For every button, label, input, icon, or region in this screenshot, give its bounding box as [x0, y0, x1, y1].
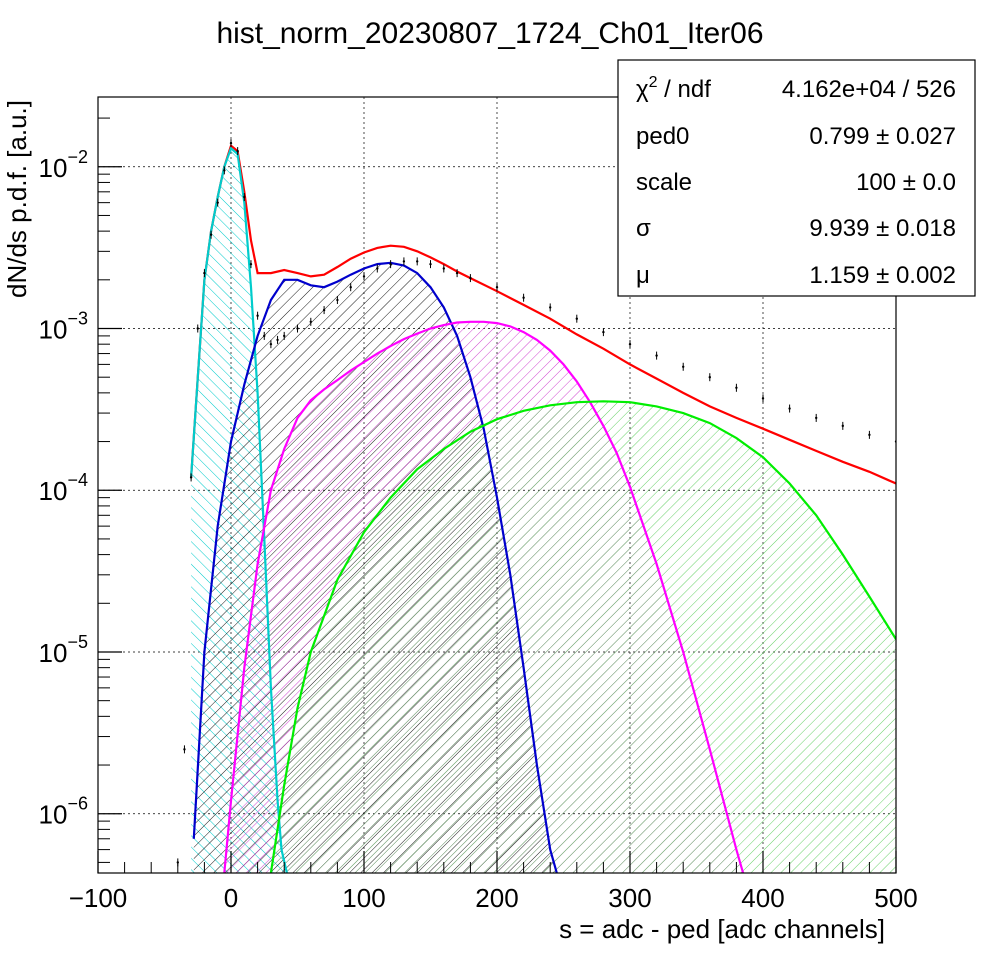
stats-row-value: 0.799 ± 0.027	[809, 123, 956, 150]
y-tick-label: 10−6	[39, 794, 88, 830]
data-histogram	[176, 139, 896, 867]
data-point-marker	[263, 334, 266, 338]
data-point-marker	[442, 267, 445, 270]
stats-row-value: 100 ± 0.0	[856, 169, 956, 196]
stats-box-frame	[617, 59, 976, 297]
data-point-marker	[283, 334, 286, 338]
data-point-marker	[469, 276, 472, 280]
data-point-marker	[455, 271, 459, 275]
data-point-marker	[761, 397, 765, 400]
stats-row-name: scale	[636, 169, 692, 196]
x-axis: −100 0 100 200 300 400 500	[69, 851, 918, 913]
data-point-marker	[522, 296, 525, 299]
data-point-marker	[183, 748, 186, 751]
data-point-marker	[276, 338, 279, 342]
stats-row-value: 1.159 ± 0.002	[809, 262, 956, 289]
data-point-marker	[196, 327, 199, 330]
x-tick-label: 200	[475, 883, 518, 913]
data-point-marker	[575, 317, 578, 320]
data-point-marker	[243, 195, 246, 199]
data-point-marker	[628, 342, 632, 346]
data-point-marker	[788, 407, 791, 410]
data-point-marker	[376, 267, 379, 270]
data-point-marker	[389, 262, 392, 266]
data-point-marker	[841, 424, 844, 428]
data-point-marker	[362, 275, 366, 278]
stats-row-name: ped0	[636, 123, 689, 150]
data-point-marker	[416, 260, 419, 263]
data-point-marker	[336, 298, 339, 302]
data-point-marker	[309, 320, 312, 324]
chart-title: hist_norm_20230807_1724_Ch01_Iter06	[216, 17, 763, 50]
data-point-marker	[815, 416, 818, 420]
three-pe-component-curve	[269, 400, 896, 873]
stats-row-name: σ	[636, 215, 651, 242]
data-point-marker	[429, 262, 432, 266]
data-point-marker	[209, 233, 213, 236]
y-axis-label: dN/ds p.d.f. [a.u.]	[2, 100, 32, 298]
data-point-marker	[549, 306, 552, 309]
data-point-marker	[296, 327, 299, 330]
stats-box: χ2 / ndf 4.162e+04 / 526 ped0 0.799 ± 0.027…	[617, 59, 976, 297]
data-point-marker	[708, 375, 711, 379]
stats-row-name: χ2 / ndf	[636, 74, 711, 103]
data-point-marker	[495, 286, 499, 289]
y-axis: 10−6 10−5 10−4 10−3 10−2	[39, 117, 122, 863]
data-point-marker	[256, 314, 259, 317]
data-point-marker	[322, 308, 326, 312]
data-point-marker	[602, 330, 605, 334]
x-tick-label: 400	[741, 883, 784, 913]
one-pe-component-curve	[192, 261, 558, 873]
data-point-marker	[655, 354, 658, 357]
data-point-marker	[269, 342, 273, 346]
data-point-marker	[236, 149, 239, 153]
data-point-marker	[249, 262, 253, 266]
data-point-marker	[349, 286, 352, 289]
y-tick-label: 10−4	[39, 470, 88, 506]
x-tick-label: 100	[342, 883, 385, 913]
x-tick-label: 500	[874, 883, 917, 913]
x-tick-label: 300	[608, 883, 651, 913]
data-point-marker	[402, 260, 406, 263]
y-tick-label: 10−5	[39, 632, 88, 668]
data-point-marker	[735, 386, 738, 389]
x-axis-label: s = adc - ped [adc channels]	[559, 914, 885, 944]
data-point-marker	[216, 201, 219, 204]
pedestal-component-curve	[190, 146, 288, 873]
data-point-marker	[229, 141, 233, 145]
stats-row-value: 4.162e+04 / 526	[782, 76, 956, 103]
stats-row-value: 9.939 ± 0.018	[809, 215, 956, 242]
x-tick-label: 0	[224, 883, 238, 913]
data-point-marker	[203, 271, 206, 275]
y-tick-label: 10−3	[39, 309, 88, 345]
component-fills	[191, 148, 896, 873]
data-point-marker	[682, 365, 685, 368]
data-point-marker	[189, 476, 193, 479]
y-tick-label: 10−2	[39, 147, 88, 183]
data-point-marker	[868, 433, 871, 437]
x-tick-label: −100	[69, 883, 128, 913]
data-point-marker	[223, 169, 226, 172]
two-pe-component-curve	[223, 320, 745, 873]
stats-row-name: μ	[636, 262, 650, 289]
three-pe-component-fill	[270, 401, 896, 873]
